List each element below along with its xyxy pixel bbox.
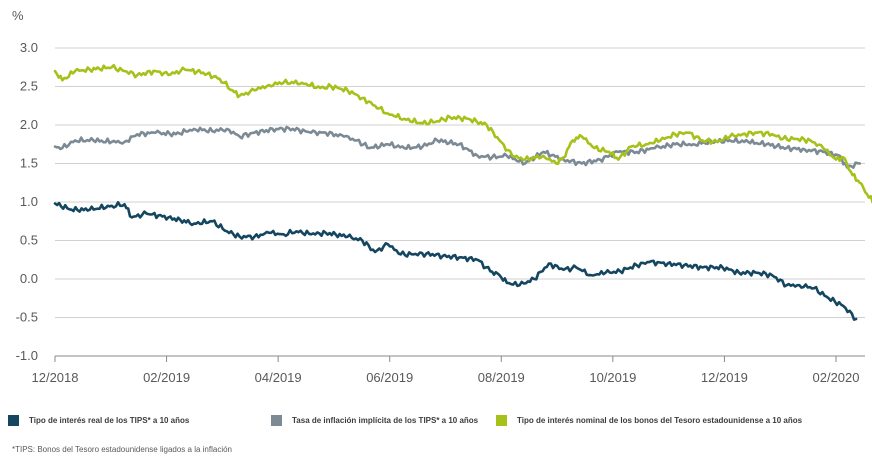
y-tick-label: 3.0 [20, 40, 38, 55]
legend-item-nominal-yield: Tipo de interés nominal de los bonos del… [496, 415, 802, 426]
x-tick-label: 04/2019 [255, 370, 302, 385]
x-tick-label: 12/2019 [701, 370, 748, 385]
x-tick-label: 08/2019 [478, 370, 525, 385]
y-tick-label: 0.5 [20, 233, 38, 248]
series-line-real-yield [53, 201, 858, 321]
y-tick-label: 2.5 [20, 79, 38, 94]
footnote: *TIPS: Bonos del Tesoro estadounidense l… [12, 445, 232, 454]
gridlines [55, 47, 865, 318]
x-axis [54, 355, 865, 362]
line-chart: % 3.0 2.5 2.0 1.5 1.0 0.5 0.0 -0.5 -1.0 12/2018 0… [12, 8, 872, 385]
x-tick-label: 10/2019 [589, 370, 636, 385]
legend-label-nominal-yield: Tipo de interés nominal de los bonos del… [517, 416, 803, 425]
legend-item-breakeven: Tasa de inflación implícita de los TIPS*… [271, 415, 478, 426]
series-line-breakeven [53, 125, 862, 169]
series-lines [53, 63, 872, 321]
x-tick-label: 02/2020 [813, 370, 860, 385]
y-tick-label: -0.5 [16, 310, 38, 325]
legend-label-real-yield: Tipo de interés real de los TIPS* a 10 a… [29, 416, 190, 425]
series-line-nominal-yield [53, 63, 872, 204]
y-tick-label: 1.0 [20, 194, 38, 209]
legend: Tipo de interés real de los TIPS* a 10 a… [8, 415, 868, 431]
x-axis-tick-labels: 12/2018 02/2019 04/2019 06/2019 08/2019 10/20… [32, 370, 860, 385]
x-tick-label: 02/2019 [143, 370, 190, 385]
x-tick-label: 12/2018 [32, 370, 79, 385]
x-tick-label: 06/2019 [366, 370, 413, 385]
legend-label-breakeven: Tasa de inflación implícita de los TIPS*… [292, 416, 479, 425]
y-axis-tick-labels: 3.0 2.5 2.0 1.5 1.0 0.5 0.0 -0.5 -1.0 [16, 40, 38, 363]
y-tick-label: 2.0 [20, 117, 38, 132]
legend-swatch-nominal-yield [496, 415, 507, 426]
legend-swatch-breakeven [271, 415, 282, 426]
y-tick-label: 0.0 [20, 271, 38, 286]
y-axis-unit-label: % [12, 8, 24, 23]
y-tick-label: 1.5 [20, 156, 38, 171]
legend-swatch-real-yield [8, 415, 19, 426]
y-tick-label: -1.0 [16, 348, 38, 363]
legend-item-real-yield: Tipo de interés real de los TIPS* a 10 a… [8, 415, 189, 426]
